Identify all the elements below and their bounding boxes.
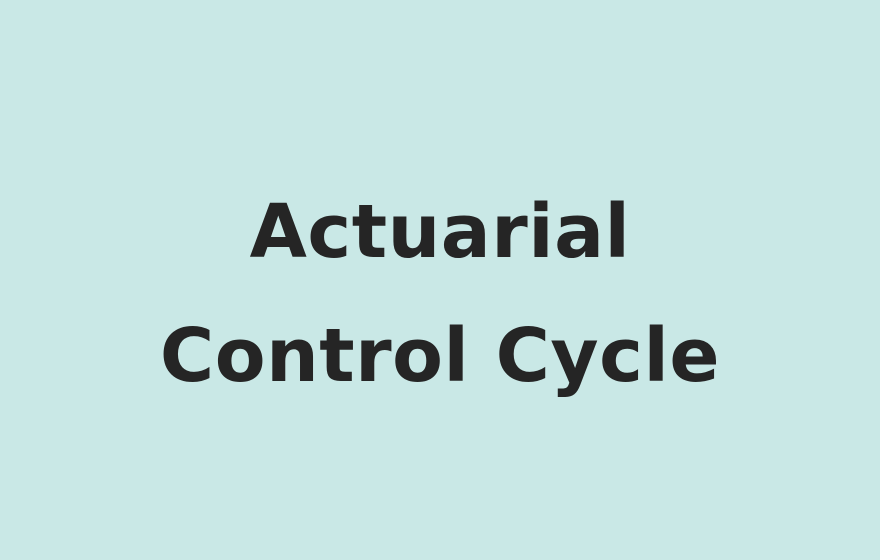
title-line-2: Control Cycle <box>159 313 721 399</box>
title-line-1: Actuarial <box>249 189 631 275</box>
page-title: Actuarial Control Cycle <box>0 170 880 418</box>
